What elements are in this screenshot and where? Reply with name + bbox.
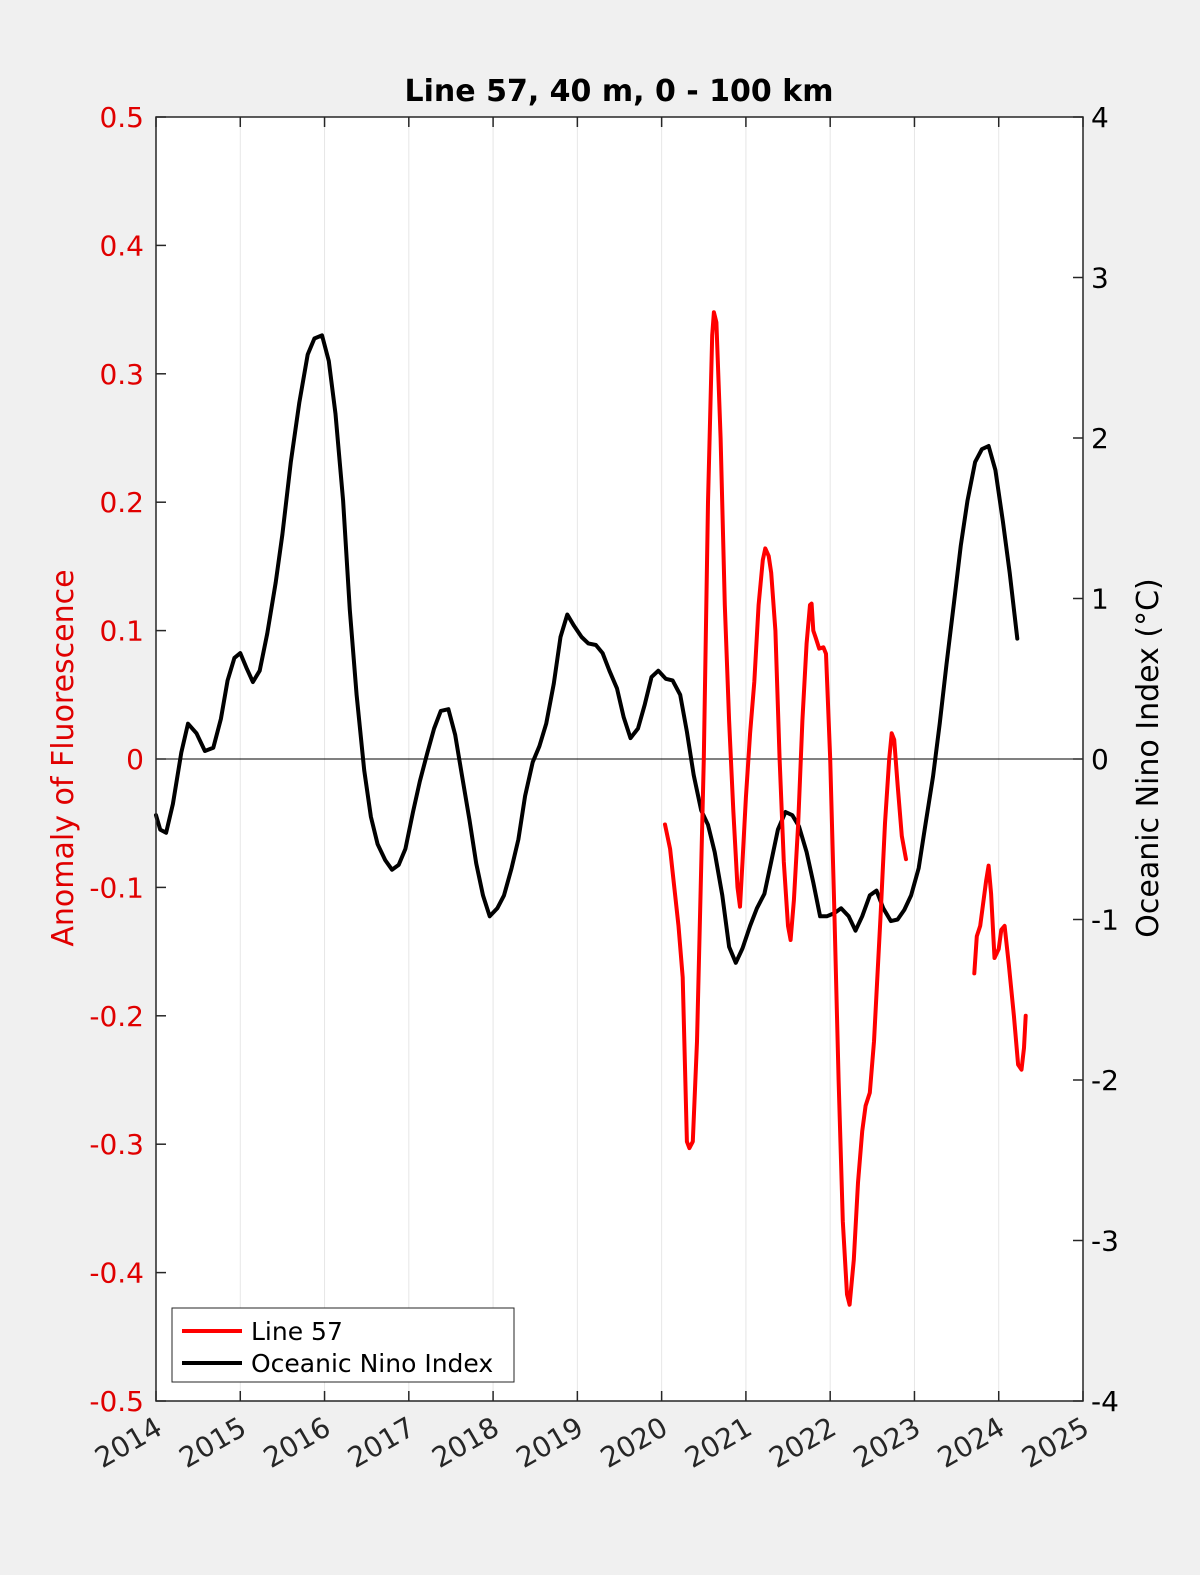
series-line-oceanic-nino-index [154,333,1020,965]
y-left-tick-label: 0.2 [99,486,144,519]
y-right-tick-label: 4 [1091,101,1109,134]
y-left-axis-label: Anomaly of Fluorescence [46,569,81,946]
y-left-tick-label: 0.5 [99,101,144,134]
legend: Line 57 Oceanic Nino Index [171,1307,515,1383]
series-line-line-57 [972,863,1028,1072]
y-right-tick-label: -3 [1091,1225,1119,1258]
chart-title: Line 57, 40 m, 0 - 100 km [405,74,834,109]
series-lines [154,310,1028,1307]
y-right-tick-label: 2 [1091,422,1109,455]
y-left-tick-label: -0.3 [89,1128,144,1161]
y-left-axis-tick-labels: -0.5 -0.4 -0.3 -0.2 -0.1 0 0.1 0.2 0.3 0.4 0.5 [89,101,144,1418]
y-left-tick-label: 0.4 [99,229,144,262]
y-right-tick-label: -2 [1091,1064,1119,1097]
y-left-tick-label: 0 [126,743,144,776]
series-line-line-57 [663,310,908,1307]
y-left-tick-label: -0.2 [89,1000,144,1033]
y-left-tick-label: -0.5 [89,1385,144,1418]
y-right-axis-tick-labels: -4 -3 -2 -1 0 1 2 3 4 [1091,101,1119,1418]
y-right-tick-label: -4 [1091,1385,1119,1418]
y-right-tick-label: -1 [1091,904,1119,937]
legend-label-line57: Line 57 [251,1317,343,1346]
tick-marks [155,116,1084,1402]
y-right-axis-label: Oceanic Nino Index (°C) [1131,578,1166,938]
y-left-tick-label: 0.1 [99,615,144,648]
legend-box [171,1307,515,1383]
legend-label-oni: Oceanic Nino Index [251,1349,493,1378]
y-left-tick-label: -0.4 [89,1257,144,1290]
y-right-tick-label: 1 [1091,583,1109,616]
y-left-tick-label: -0.1 [89,871,144,904]
y-right-tick-label: 0 [1091,743,1109,776]
y-right-tick-label: 3 [1091,262,1109,295]
y-left-tick-label: 0.3 [99,358,144,391]
